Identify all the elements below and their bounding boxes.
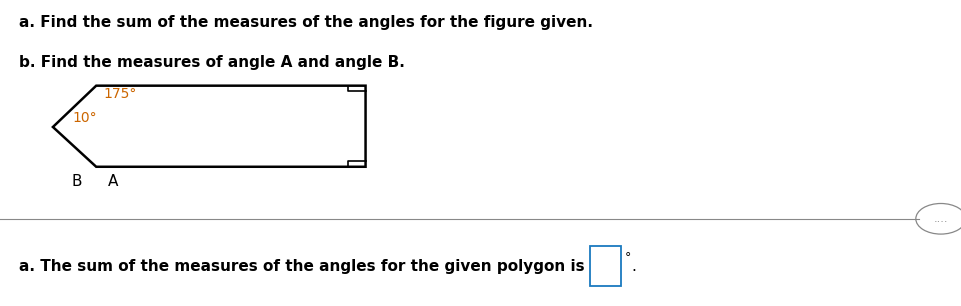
- Text: °: °: [624, 251, 630, 263]
- Text: b. Find the measures of angle A and angle B.: b. Find the measures of angle A and angl…: [19, 55, 405, 70]
- Text: a. Find the sum of the measures of the angles for the figure given.: a. Find the sum of the measures of the a…: [19, 15, 593, 30]
- Text: 10°: 10°: [72, 110, 97, 125]
- Text: 175°: 175°: [104, 87, 137, 101]
- Text: .: .: [630, 259, 635, 274]
- Text: a. The sum of the measures of the angles for the given polygon is: a. The sum of the measures of the angles…: [19, 259, 589, 274]
- FancyBboxPatch shape: [589, 246, 621, 286]
- Text: ....: ....: [932, 214, 948, 224]
- Text: A: A: [108, 174, 118, 189]
- Text: B: B: [71, 174, 82, 189]
